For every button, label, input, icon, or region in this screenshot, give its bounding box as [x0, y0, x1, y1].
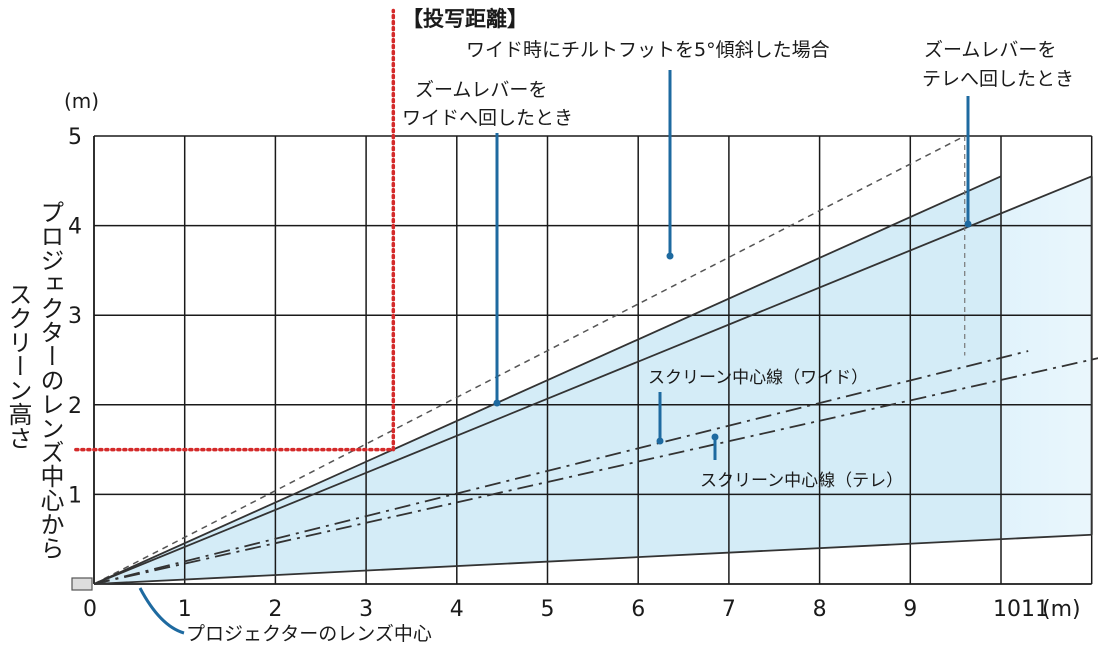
x-tick-label: 2 — [268, 597, 282, 622]
x-tick-label: 6 — [631, 597, 645, 622]
y-axis-label: プロジェクターのレンズ中心から — [36, 200, 64, 560]
x-tick-label: 9 — [903, 597, 917, 622]
leader-center-wide-dot — [656, 437, 664, 445]
y-axis-label: スクリーン高さ — [4, 282, 32, 450]
x-tick-label: 3 — [359, 597, 373, 622]
y-tick-label: 3 — [68, 304, 82, 329]
x-tick-label: 5 — [541, 597, 555, 622]
leader-lens-center — [138, 587, 185, 635]
leader-tele-dot — [964, 220, 972, 228]
y-unit-label: (m) — [64, 89, 99, 113]
annotation-wide: ズームレバーを — [415, 79, 547, 101]
annotation-lens-center: プロジェクターのレンズ中心 — [186, 623, 432, 645]
x-unit-label: (m) — [1042, 597, 1081, 622]
leader-wide-dot — [493, 399, 501, 407]
x-tick-label: 0 — [83, 597, 97, 622]
leader-tilt-dot — [666, 252, 674, 260]
series-line — [93, 175, 1002, 585]
annotation-wide: ワイドへ回したとき — [402, 107, 573, 129]
series-lines — [93, 135, 1098, 585]
y-tick-label: 5 — [68, 125, 82, 150]
annotation-center-wide: スクリーン中心線（ワイド） — [648, 368, 868, 388]
leader-center-tele-dot — [711, 433, 719, 441]
x-tick-label: 4 — [450, 597, 464, 622]
annotations: 【投写距離】ワイド時にチルトフットを5°傾斜した場合ズームレバーをワイドへ回した… — [71, 7, 1074, 645]
projector-icon — [71, 577, 93, 591]
annotation-center-tele: スクリーン中心線（テレ） — [700, 471, 903, 491]
tick-labels: 0 1 2 3 4 5 6 7 8 9 1011(m)12345(m)プロジェクターのレンズ中心から… — [4, 89, 1081, 622]
annotation-tele: テレへ回したとき — [922, 68, 1074, 90]
series-line — [93, 350, 1029, 585]
x-tick-label: 1011 — [993, 597, 1049, 622]
y-tick-label: 2 — [68, 394, 82, 419]
y-tick-label: 1 — [68, 483, 82, 508]
x-tick-label: 8 — [813, 597, 827, 622]
y-tick-label: 4 — [68, 215, 82, 240]
x-tick-label: 1 — [178, 597, 192, 622]
series-line — [93, 357, 1098, 585]
reference-lines — [74, 8, 396, 452]
series-line — [93, 533, 1092, 585]
x-tick-label: 7 — [722, 597, 736, 622]
series-line — [93, 135, 966, 585]
series-line — [93, 175, 1093, 585]
annotation-tele: ズームレバーを — [924, 39, 1056, 61]
chart-title: 【投写距離】 — [402, 7, 528, 31]
annotation-tilt: ワイド時にチルトフットを5°傾斜した場合 — [466, 39, 830, 61]
